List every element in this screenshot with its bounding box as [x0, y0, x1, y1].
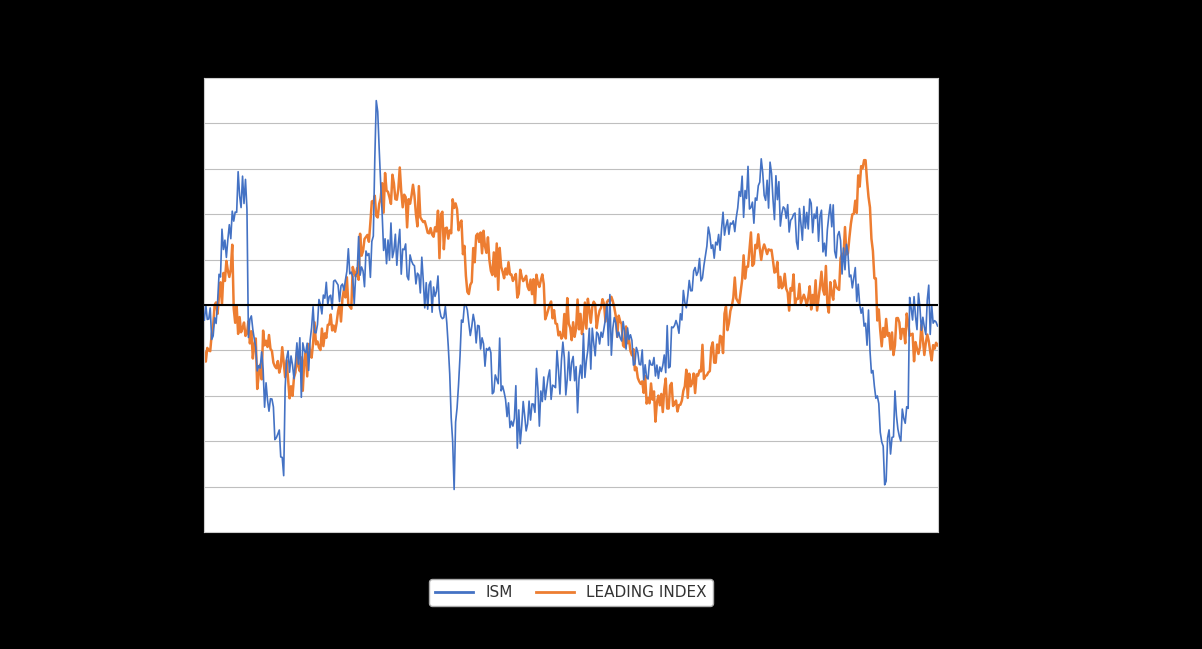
Legend: ISM, LEADING INDEX: ISM, LEADING INDEX: [429, 579, 713, 606]
